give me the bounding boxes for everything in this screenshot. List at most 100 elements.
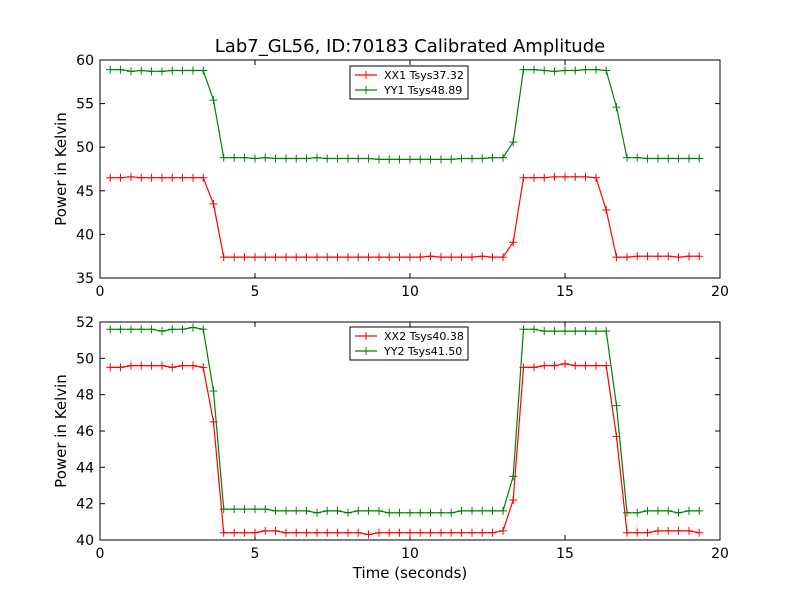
data-point-marker [623,253,631,262]
data-point-marker [395,253,404,262]
data-point-marker [271,154,280,163]
data-point-marker [592,361,600,370]
data-point-marker [385,508,394,517]
data-point-marker [468,154,476,163]
data-point-marker [602,361,611,370]
data-point-marker [406,155,414,164]
data-point-marker [695,528,704,537]
data-point-marker [137,361,146,370]
data-point-marker [468,506,476,515]
x-tick-label: 20 [711,284,729,300]
data-point-marker [302,506,311,515]
legend-label: YY1 Tsys48.89 [383,84,462,97]
data-point-marker [209,199,218,208]
data-point-marker [292,528,301,537]
data-point-marker [592,327,600,336]
data-point-marker [426,528,435,537]
data-point-marker [344,528,352,537]
data-point-marker [437,155,445,164]
data-point-marker [664,526,673,535]
series-line [110,68,700,160]
data-point-marker [354,528,363,537]
data-point-marker [530,173,538,182]
data-point-marker [499,526,507,535]
data-point-marker [633,528,642,537]
data-point-marker [540,66,549,75]
data-point-marker [375,506,383,515]
data-point-marker [406,253,414,262]
x-tick-label: 15 [556,284,574,300]
data-point-marker [550,327,559,336]
data-point-marker [478,154,487,163]
data-point-marker [199,66,208,75]
data-point-marker [199,173,208,182]
data-point-marker [385,155,394,164]
data-point-marker [437,508,445,517]
bottom-subplot: 0 5 10 15 20 40 42 44 46 48 50 52 Power in Kelvin XX2… [52,315,729,562]
data-point-marker [168,325,177,334]
data-point-marker [561,172,569,181]
data-point-marker [623,153,631,162]
data-point-marker [106,363,115,372]
data-point-marker [127,172,135,181]
data-point-marker [158,173,166,182]
series-line [110,363,700,536]
data-point-marker [664,252,673,261]
data-point-marker [457,154,466,163]
data-point-marker [230,528,239,537]
data-point-marker [323,154,332,163]
data-point-marker [209,387,218,396]
data-point-marker [375,155,383,164]
y-tick-label: 55 [76,97,94,113]
data-point-marker [219,505,228,514]
data-point-marker [695,506,704,515]
data-point-marker [509,137,518,146]
chart-title: Lab7_GL56, ID:70183 Calibrated Amplitude [215,36,605,57]
data-point-marker [530,363,538,372]
data-point-marker [685,252,693,261]
data-point-marker [354,506,363,515]
y-tick-label: 50 [76,140,94,156]
data-point-marker [240,153,249,162]
data-point-marker [178,361,187,370]
data-point-marker [499,253,507,262]
data-point-marker [633,508,642,517]
data-point-marker [395,155,404,164]
data-point-marker [313,153,321,162]
data-point-marker [364,506,373,515]
y-tick-label: 45 [76,184,94,200]
x-axis-label: Time (seconds) [352,564,468,582]
data-point-marker [581,327,590,336]
data-point-marker [519,173,528,182]
data-point-marker [189,361,197,370]
data-point-marker [271,506,280,515]
data-point-marker [437,528,445,537]
data-point-marker [654,154,662,163]
data-point-marker [571,172,580,181]
y-tick-label: 60 [76,53,94,69]
x-tick-label: 0 [96,546,105,562]
data-point-marker [302,528,311,537]
data-point-marker [612,401,621,410]
data-point-marker [323,528,332,537]
data-point-marker [581,65,590,74]
data-point-marker [406,528,414,537]
data-point-marker [550,361,559,370]
data-point-marker [240,528,249,537]
data-point-marker [178,325,187,334]
data-point-marker [282,154,290,163]
data-point-marker [282,506,290,515]
data-point-marker [602,327,611,336]
y-tick-label: 44 [76,460,94,476]
data-point-marker [643,506,652,515]
legend-label: YY2 Tsys41.50 [383,345,462,358]
data-point-marker [240,505,249,514]
data-point-marker [457,253,466,262]
data-point-marker [106,325,115,334]
x-tick-label: 10 [401,284,419,300]
data-point-marker [189,66,197,75]
data-point-marker [695,154,704,163]
data-point-marker [519,65,528,74]
data-point-marker [158,327,166,336]
